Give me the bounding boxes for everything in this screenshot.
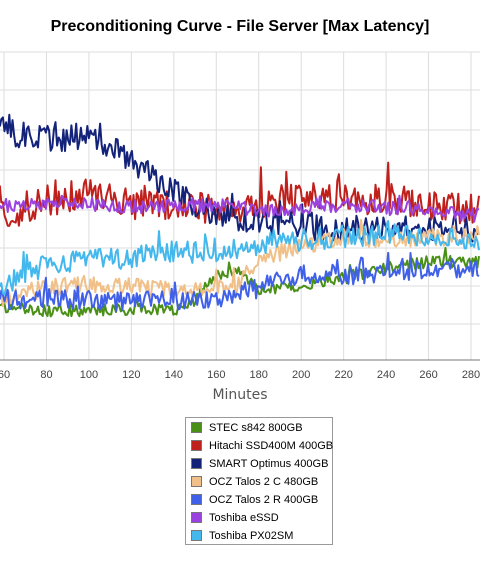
legend-label: Toshiba eSSD <box>209 512 279 524</box>
x-tick-label: 80 <box>40 369 52 381</box>
x-tick-label: 200 <box>292 369 310 381</box>
legend-item: Toshiba PX02SM <box>187 527 332 545</box>
x-tick-label: 180 <box>250 369 268 381</box>
legend-item: Hitachi SSD400M 400GB <box>187 437 334 455</box>
series-line-0 <box>0 246 480 318</box>
chart-title: Preconditioning Curve - File Server [Max… <box>50 18 430 35</box>
legend-item: OCZ Talos 2 R 400GB <box>187 491 332 509</box>
series-line-5 <box>0 194 480 223</box>
legend-item: OCZ Talos 2 C 480GB <box>187 473 332 491</box>
legend-swatch <box>191 494 202 505</box>
x-axis-title: Minutes <box>212 387 268 403</box>
legend-swatch <box>191 512 202 523</box>
x-tick-label: 140 <box>165 369 183 381</box>
x-tick-label: 240 <box>377 369 395 381</box>
legend-item: SMART Optimus 400GB <box>187 455 332 473</box>
series-line-4 <box>0 251 480 313</box>
legend-label: Hitachi SSD400M 400GB <box>209 440 334 452</box>
series-line-6 <box>0 220 480 296</box>
legend-swatch <box>191 422 202 433</box>
series-lines <box>0 113 480 318</box>
x-tick-labels: 60 80 100 120 140 160 180 200 220 240 260 280 <box>0 369 480 381</box>
legend-swatch <box>191 530 202 541</box>
legend-label: OCZ Talos 2 C 480GB <box>209 476 319 488</box>
legend-label: SMART Optimus 400GB <box>209 458 329 470</box>
legend: STEC s842 800GB Hitachi SSD400M 400GB SMAR… <box>185 417 333 545</box>
legend-item: STEC s842 800GB <box>187 419 332 437</box>
x-tick-label: 280 <box>462 369 480 381</box>
series-line-2 <box>0 113 480 243</box>
x-tick-label: 100 <box>80 369 98 381</box>
series-line-1 <box>0 161 480 227</box>
x-tick-label: 260 <box>419 369 437 381</box>
x-tick-label: 120 <box>122 369 140 381</box>
legend-label: STEC s842 800GB <box>209 422 303 434</box>
x-tick-label: 160 <box>207 369 225 381</box>
legend-swatch <box>191 440 202 451</box>
x-tick-label: 60 <box>0 369 10 381</box>
series-line-3 <box>0 218 480 308</box>
legend-swatch <box>191 476 202 487</box>
legend-label: Toshiba PX02SM <box>209 530 294 542</box>
legend-label: OCZ Talos 2 R 400GB <box>209 494 319 506</box>
x-tick-label: 220 <box>334 369 352 381</box>
legend-item: Toshiba eSSD <box>187 509 332 527</box>
legend-swatch <box>191 458 202 469</box>
